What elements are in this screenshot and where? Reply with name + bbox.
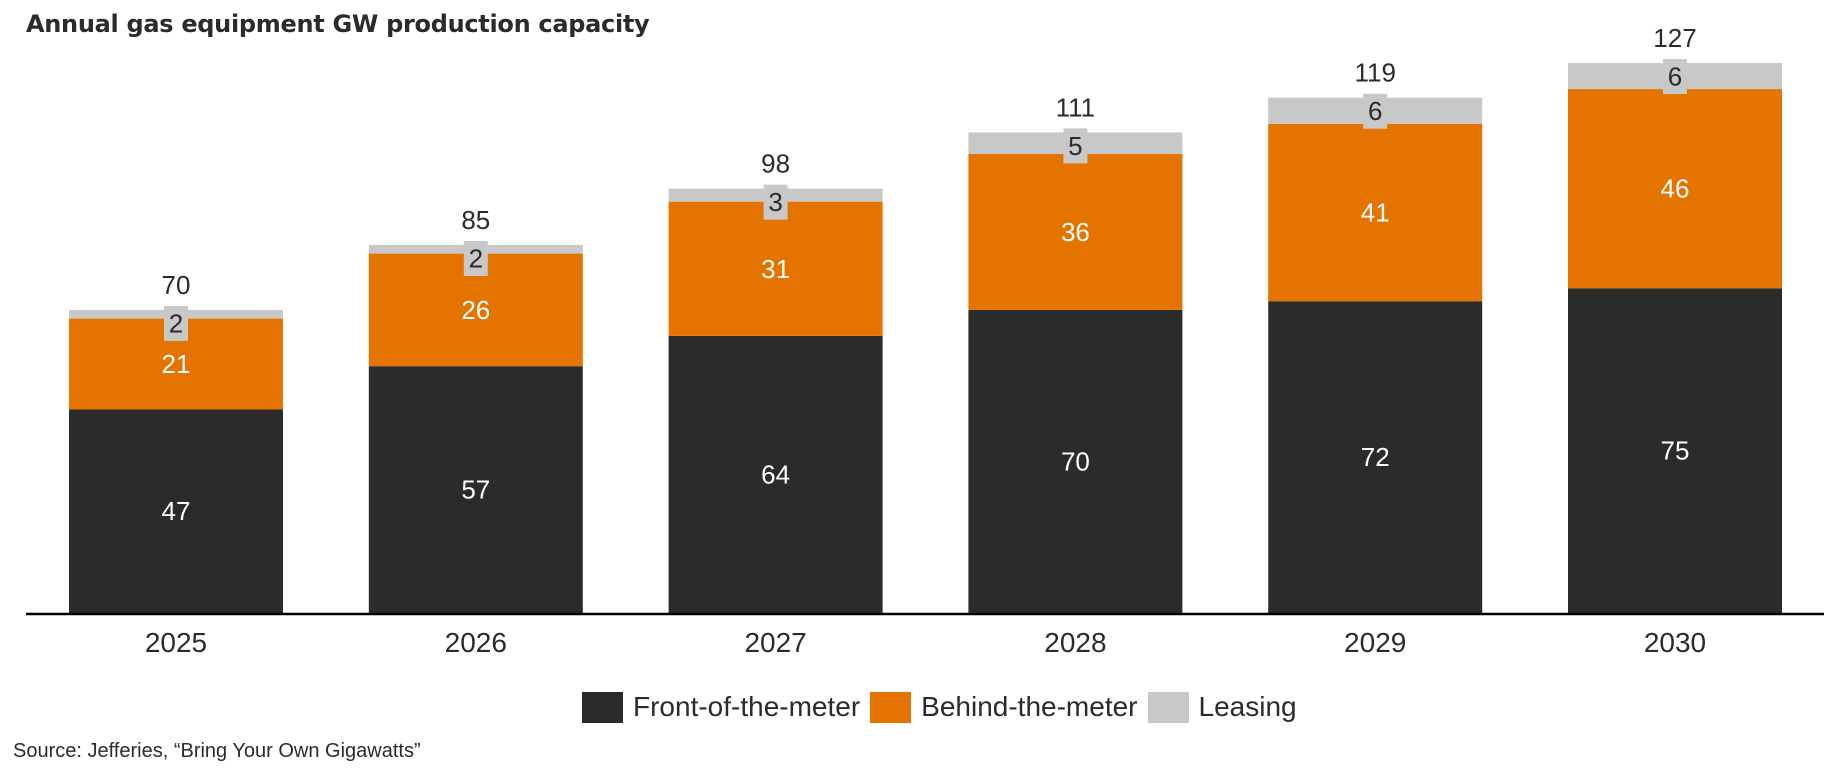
data-label-behind-the-meter-2029: 41	[1361, 197, 1390, 227]
data-label-leasing-2028: 5	[1068, 131, 1082, 161]
total-label-2027: 98	[761, 149, 790, 179]
data-label-front-of-the-meter-2029: 72	[1361, 442, 1390, 472]
data-label-front-of-the-meter-2030: 75	[1661, 436, 1690, 466]
legend-item-leasing: Leasing	[1147, 691, 1297, 723]
bar-segment-front-of-the-meter-2025	[69, 409, 283, 613]
bar-segment-front-of-the-meter-2028	[968, 309, 1183, 613]
x-tick-label-2025: 2025	[145, 627, 207, 658]
x-tick-label-2028: 2028	[1044, 627, 1106, 658]
data-label-box-leasing-2026	[463, 240, 488, 276]
bar-segment-behind-the-meter-2029	[1268, 123, 1483, 302]
legend-item-behind-the-meter: Behind-the-meter	[870, 691, 1138, 723]
x-tick-label-2029: 2029	[1344, 627, 1406, 658]
data-label-box-leasing-2027	[763, 184, 788, 220]
legend: Front-of-the-meter Behind-the-meter Leas…	[582, 691, 1307, 723]
data-label-behind-the-meter-2027: 31	[761, 254, 790, 284]
total-label-2028: 111	[1056, 92, 1096, 122]
data-label-box-leasing-2030	[1663, 59, 1687, 95]
data-label-behind-the-meter-2026: 26	[461, 295, 490, 325]
legend-swatch-leasing	[1147, 691, 1189, 723]
legend-label-behind-the-meter: Behind-the-meter	[921, 691, 1138, 722]
bar-segment-front-of-the-meter-2029	[1268, 301, 1483, 613]
data-label-leasing-2030: 6	[1668, 62, 1682, 92]
x-tick-label-2027: 2027	[744, 627, 806, 658]
data-label-leasing-2026: 2	[469, 243, 483, 273]
bars-layer	[69, 63, 1782, 613]
total-label-2025: 70	[162, 270, 191, 300]
bar-segment-front-of-the-meter-2027	[668, 335, 883, 613]
data-label-leasing-2027: 3	[768, 187, 782, 217]
data-label-behind-the-meter-2028: 36	[1061, 217, 1090, 247]
bar-segment-behind-the-meter-2030	[1568, 89, 1782, 289]
data-label-front-of-the-meter-2028: 70	[1061, 446, 1090, 476]
legend-item-front-of-the-meter: Front-of-the-meter	[582, 691, 860, 723]
bar-segment-behind-the-meter-2027	[668, 201, 883, 336]
data-label-front-of-the-meter-2026: 57	[461, 475, 490, 505]
data-label-behind-the-meter-2025: 21	[162, 349, 191, 379]
data-label-leasing-2029: 6	[1368, 96, 1382, 126]
data-label-front-of-the-meter-2027: 64	[761, 459, 790, 489]
bar-segment-behind-the-meter-2028	[968, 154, 1183, 310]
x-tick-label-2030: 2030	[1644, 627, 1706, 658]
legend-label-leasing: Leasing	[1198, 691, 1297, 722]
bar-segment-front-of-the-meter-2026	[368, 366, 583, 613]
legend-swatch-behind-the-meter	[870, 691, 912, 723]
data-label-leasing-2025: 2	[169, 308, 183, 338]
data-label-box-leasing-2029	[1363, 93, 1388, 129]
chart-title: Annual gas equipment GW production capac…	[26, 10, 650, 38]
x-tick-label-2026: 2026	[445, 627, 507, 658]
data-label-behind-the-meter-2030: 46	[1661, 174, 1690, 204]
data-label-front-of-the-meter-2025: 47	[162, 496, 191, 526]
data-label-box-leasing-2028	[1063, 128, 1088, 164]
bar-segment-front-of-the-meter-2030	[1568, 288, 1782, 613]
source-note: Source: Jefferies, “Bring Your Own Gigaw…	[13, 740, 421, 762]
total-label-2029: 119	[1354, 58, 1395, 88]
total-label-2030: 127	[1653, 23, 1696, 53]
labels-layer: 47 21 2 70 2025 57 26 2 85 2026 64 31 3 98 2027 70 36 5 11…	[145, 23, 1706, 658]
total-label-2026: 85	[461, 205, 490, 235]
legend-swatch-front-of-the-meter	[582, 691, 623, 723]
data-label-box-leasing-2025	[164, 305, 188, 341]
legend-label-front-of-the-meter: Front-of-the-meter	[633, 691, 861, 722]
